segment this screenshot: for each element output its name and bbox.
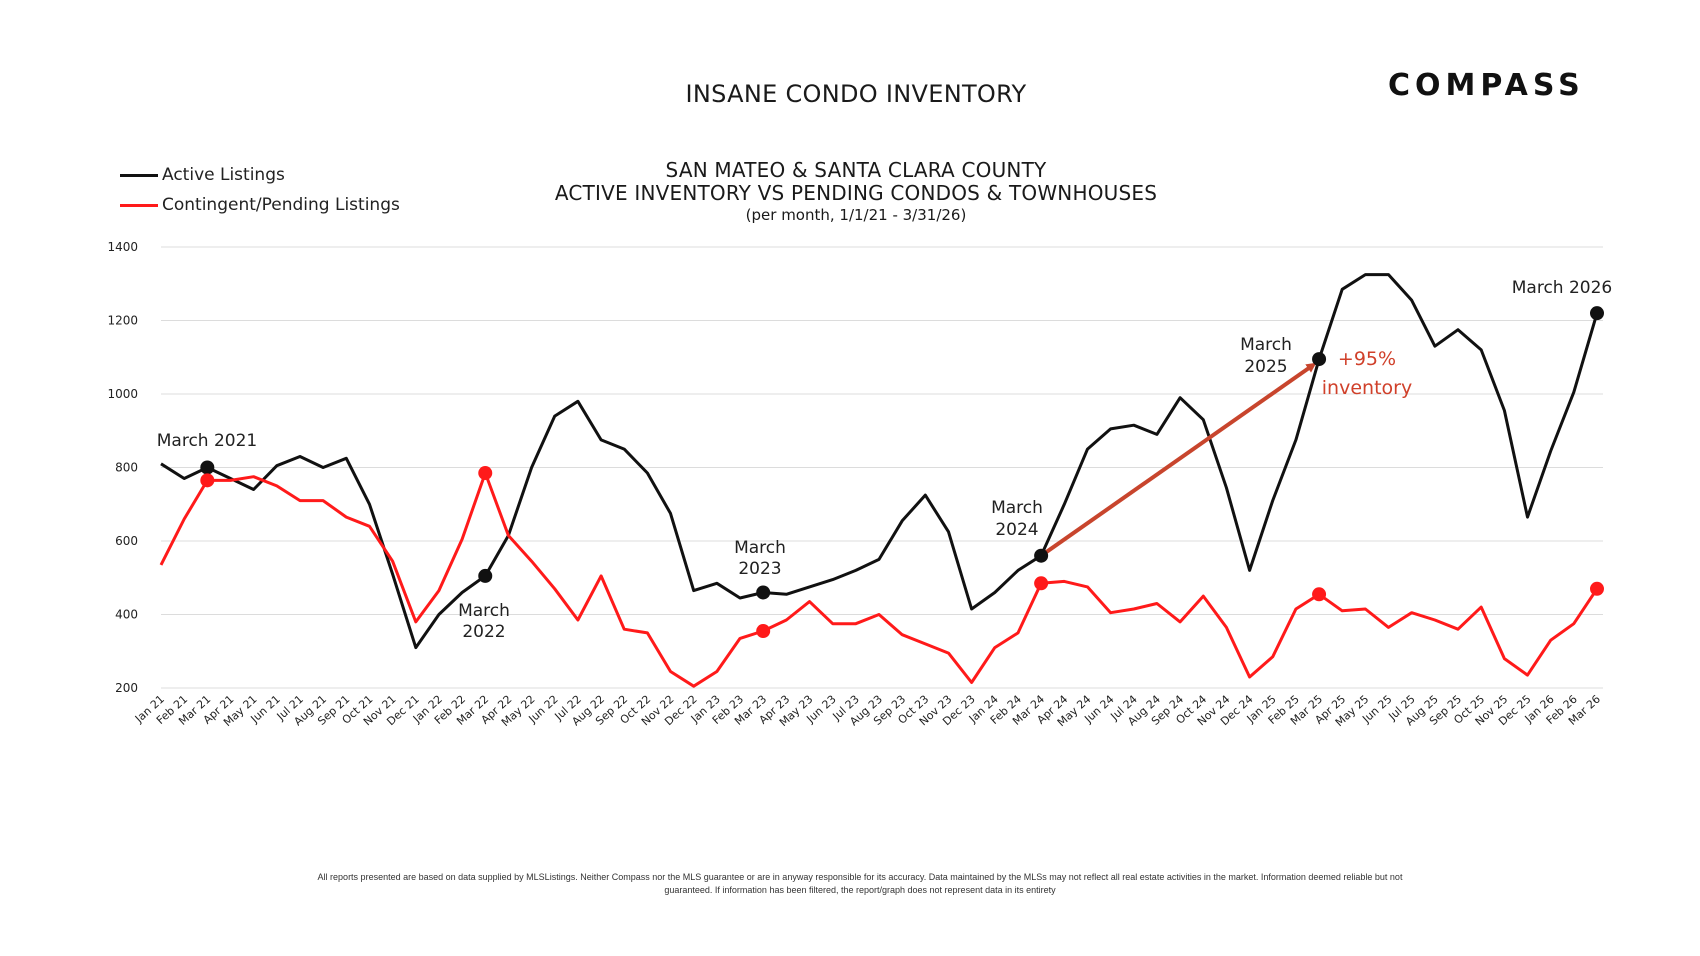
annotations: March 2021March2022March2023March2024Mar…	[157, 278, 1613, 642]
annotation-label: March 2021	[157, 431, 258, 451]
y-tick-label: 1000	[107, 387, 138, 401]
active-marker-dot	[1590, 306, 1604, 321]
grid-lines	[161, 246, 1603, 689]
footnote-line-2: guaranteed. If information has been filt…	[664, 885, 1056, 895]
legend-swatch-active	[120, 173, 158, 177]
growth-arrow	[1039, 362, 1317, 558]
active-marker-dot	[1312, 352, 1327, 367]
chart-title: SAN MATEO & SANTA CLARA COUNTY	[665, 158, 1047, 182]
active-marker-dot	[756, 585, 771, 600]
pending-marker-dot	[1312, 587, 1327, 602]
compass-logo: COMPASS	[1388, 68, 1585, 103]
annotation-label: March	[734, 538, 786, 558]
pending-marker-dot	[478, 466, 493, 481]
y-tick-label: 1400	[107, 240, 138, 254]
pending-marker-dot	[1034, 576, 1049, 591]
chart-legend: Active Listings Contingent/Pending Listi…	[120, 160, 400, 220]
y-axis: 200 400 600 800 1000 1200 1400	[107, 240, 138, 695]
annotation-label: 2023	[738, 559, 781, 579]
annotation-label: 2022	[462, 622, 505, 642]
pending-listings-line	[159, 471, 1599, 688]
active-listings-line	[160, 273, 1599, 650]
annotation-label: +95%	[1338, 348, 1396, 370]
legend-item-pending: Contingent/Pending Listings	[120, 190, 400, 220]
annotation-label: March	[1240, 335, 1292, 355]
pending-marker-dot	[200, 473, 215, 488]
annotation-label: March	[991, 498, 1043, 518]
disclaimer-footnote: All reports presented are based on data …	[110, 871, 1610, 897]
chart-date-range: (per month, 1/1/21 - 3/31/26)	[745, 206, 967, 224]
y-tick-label: 1200	[107, 314, 138, 328]
legend-item-active: Active Listings	[120, 160, 400, 190]
active-marker-dot	[478, 568, 493, 583]
chart-subtitle: ACTIVE INVENTORY VS PENDING CONDOS & TOW…	[554, 181, 1158, 205]
page-title: INSANE CONDO INVENTORY	[685, 80, 1027, 108]
series-lines	[159, 273, 1599, 688]
footnote-line-1: All reports presented are based on data …	[317, 872, 1403, 882]
annotation-label: inventory	[1322, 377, 1412, 399]
active-marker-dot	[200, 460, 215, 475]
legend-label-active: Active Listings	[162, 165, 285, 185]
y-tick-label: 800	[115, 461, 138, 475]
pending-marker-dot	[756, 624, 771, 639]
pending-marker-dot	[1590, 581, 1604, 596]
annotation-label: 2024	[995, 520, 1038, 540]
annotation-label: March 2026	[1512, 278, 1613, 298]
y-tick-label: 400	[115, 608, 138, 622]
annotation-label: March	[458, 601, 510, 621]
legend-swatch-pending	[120, 203, 158, 207]
annotation-label: 2025	[1244, 357, 1287, 377]
active-marker-dot	[1034, 548, 1049, 563]
y-tick-label: 600	[115, 534, 138, 548]
y-tick-label: 200	[115, 681, 138, 695]
growth-arrow-line	[1039, 362, 1317, 558]
legend-label-pending: Contingent/Pending Listings	[162, 195, 400, 215]
highlight-markers	[200, 306, 1604, 639]
